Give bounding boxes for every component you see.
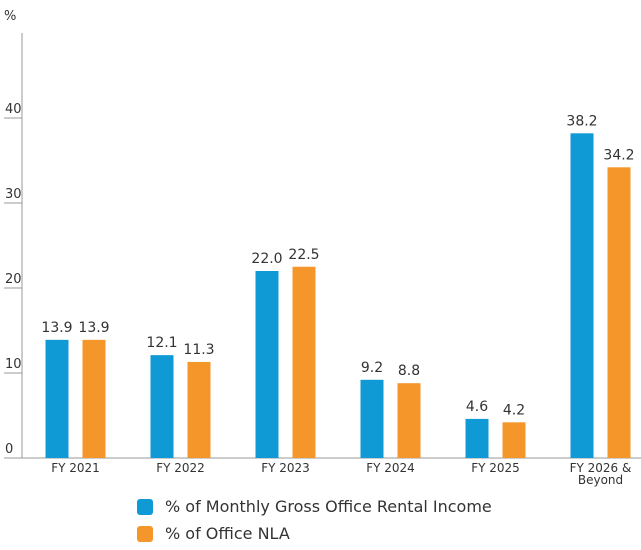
x-tick-label: FY 2023 <box>261 461 310 475</box>
legend-swatch <box>137 525 153 542</box>
value-label: 8.8 <box>398 363 420 379</box>
value-label: 38.2 <box>566 113 597 129</box>
y-tick-label: 20 <box>5 272 22 287</box>
bar <box>187 361 211 458</box>
legend-swatch <box>137 498 153 515</box>
y-tick-label: 30 <box>5 187 22 202</box>
y-axis-label: % <box>4 9 16 24</box>
bar <box>397 383 421 458</box>
value-label: 13.9 <box>78 320 109 336</box>
x-tick-label: FY 2025 <box>471 461 520 475</box>
value-label: 34.2 <box>603 147 634 163</box>
bar <box>607 167 631 459</box>
value-label: 4.2 <box>503 402 525 418</box>
y-tick-label: 40 <box>5 102 22 117</box>
value-label: 22.0 <box>251 251 282 267</box>
bar <box>502 422 526 458</box>
legend-item: % of Monthly Gross Office Rental Income <box>137 497 492 516</box>
value-label: 4.6 <box>466 399 488 415</box>
bar <box>255 271 279 458</box>
bar <box>82 339 106 458</box>
legend-label: % of Monthly Gross Office Rental Income <box>165 497 492 516</box>
x-tick-label: FY 2022 <box>156 461 205 475</box>
y-tick-label: 0 <box>5 442 13 457</box>
value-label: 22.5 <box>288 247 319 263</box>
bar <box>360 379 384 458</box>
bar <box>292 266 316 458</box>
bar <box>465 418 489 458</box>
value-label: 12.1 <box>146 335 177 351</box>
x-tick-label: FY 2026 & Beyond <box>569 461 632 487</box>
y-tick-label: 10 <box>5 357 22 372</box>
value-label: 13.9 <box>41 320 72 336</box>
bar <box>570 133 594 459</box>
legend-label: % of Office NLA <box>165 524 290 543</box>
legend-item: % of Office NLA <box>137 524 290 543</box>
bar <box>45 339 69 458</box>
bar <box>150 355 174 458</box>
value-label: 11.3 <box>183 342 214 358</box>
value-label: 9.2 <box>361 360 383 376</box>
x-tick-label: FY 2024 <box>366 461 415 475</box>
x-tick-label: FY 2021 <box>51 461 100 475</box>
